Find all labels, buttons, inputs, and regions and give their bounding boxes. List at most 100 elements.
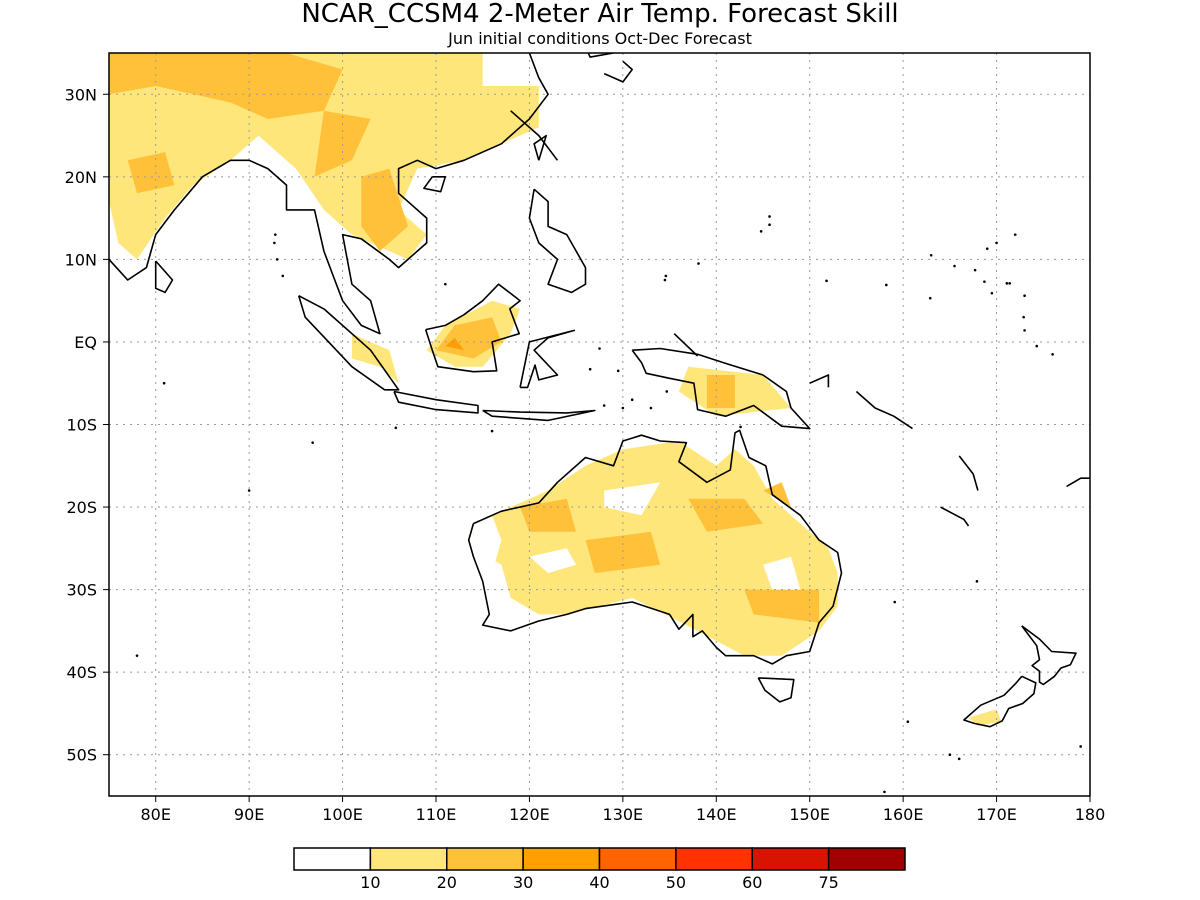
- lon-tick-label: 90E: [234, 805, 264, 824]
- skill-region-3: [361, 168, 408, 252]
- island-dot-4: [664, 274, 668, 278]
- coastline-2: [528, 188, 587, 294]
- map-title: NCAR_CCSM4 2-Meter Air Temp. Forecast Sk…: [301, 0, 898, 29]
- island-dot-47: [247, 489, 251, 492]
- island-dot-1: [768, 223, 771, 227]
- map-subtitle: Jun initial conditions Oct-Dec Forecast: [447, 29, 752, 48]
- island-dot-24: [273, 241, 276, 245]
- coastline-12: [757, 677, 795, 703]
- island-dot-27: [274, 233, 277, 236]
- island-dot-22: [929, 253, 933, 257]
- island-dot-44: [135, 654, 139, 657]
- island-dot-43: [883, 790, 886, 794]
- coastline-6: [393, 390, 479, 414]
- island-dot-32: [975, 580, 979, 583]
- colorbar-swatch-4: [598, 847, 677, 871]
- lon-tick-label: 100E: [322, 805, 363, 824]
- colorbar-swatch-7: [827, 847, 906, 871]
- island-dot-49: [957, 757, 961, 761]
- coastline-10: [631, 347, 811, 430]
- skill-region-15: [604, 482, 661, 516]
- lat-tick-label: 10N: [65, 250, 97, 269]
- island-dot-6: [825, 279, 828, 283]
- lon-tick-label: 160E: [883, 805, 924, 824]
- lon-tick-label: 150E: [789, 805, 830, 824]
- colorbar: 10 20 30 40 50 60 75: [293, 847, 906, 892]
- island-dot-11: [983, 280, 986, 283]
- island-dot-9: [1005, 282, 1009, 285]
- lat-tick-label: 30N: [65, 85, 97, 104]
- island-dot-25: [275, 258, 279, 261]
- lon-tick-label: 170E: [976, 805, 1017, 824]
- colorbar-swatch-2: [446, 847, 524, 871]
- skill-region-19: [744, 589, 820, 623]
- coastline-17: [603, 60, 634, 83]
- skill-region-1: [109, 53, 343, 119]
- coastline-8: [424, 283, 521, 373]
- coastline-19: [809, 374, 830, 388]
- skill-region-12: [473, 515, 502, 615]
- coastline-20: [855, 390, 913, 430]
- lon-tick-label: 80E: [140, 805, 170, 824]
- skill-region-4: [127, 152, 175, 194]
- island-dot-29: [311, 441, 314, 444]
- coastline-15: [510, 110, 559, 161]
- island-dot-19: [1023, 294, 1026, 298]
- island-dot-0: [768, 215, 771, 218]
- lat-tick-label: 20N: [65, 168, 97, 187]
- coastline-18: [673, 333, 699, 357]
- island-dot-10: [1008, 282, 1011, 285]
- skill-region-18: [688, 498, 763, 532]
- coastline-4: [154, 260, 174, 294]
- skill-region-8: [445, 337, 464, 351]
- lat-tick-label: 40S: [66, 663, 97, 682]
- skill-region-16: [520, 498, 577, 532]
- island-dot-7: [885, 283, 888, 287]
- colorbar-swatch-0: [293, 847, 372, 871]
- colorbar-label: 10: [360, 873, 380, 892]
- island-dot-38: [588, 367, 592, 371]
- island-dot-33: [649, 406, 653, 410]
- skill-region-2: [314, 110, 371, 177]
- colorbar-swatch-5: [675, 847, 753, 871]
- skill-region-13: [529, 548, 577, 574]
- island-dot-46: [162, 381, 166, 385]
- skill-region-10: [706, 375, 735, 408]
- coastline-13: [1021, 625, 1077, 686]
- lat-tick-label: EQ: [74, 333, 97, 352]
- skill-region-20: [763, 482, 791, 508]
- island-dot-8: [928, 296, 932, 300]
- island-dot-18: [1051, 353, 1054, 356]
- island-dot-50: [948, 753, 952, 757]
- skill-shading-layer: [109, 53, 1002, 726]
- skill-region-5: [351, 333, 399, 384]
- island-dot-30: [394, 426, 398, 430]
- island-dot-15: [1022, 315, 1025, 319]
- island-dot-45: [739, 425, 742, 429]
- coastline-7: [482, 409, 596, 422]
- colorbar-label: 30: [513, 873, 533, 892]
- lon-tick-label: 180: [1075, 805, 1106, 824]
- coastline-layer: [87, 53, 1090, 794]
- lat-tick-label: 50S: [66, 746, 97, 765]
- island-dot-35: [621, 406, 625, 410]
- skill-region-21: [968, 709, 1002, 726]
- colorbar-label: 75: [818, 873, 838, 892]
- lon-tick-label: 110E: [416, 805, 457, 824]
- coastline-23: [1066, 477, 1090, 488]
- colorbar-label: 50: [666, 873, 686, 892]
- island-dot-23: [1013, 233, 1017, 236]
- coastline-14: [963, 675, 1037, 728]
- island-dot-36: [630, 398, 634, 402]
- coastline-9: [519, 329, 576, 389]
- coastline-22: [940, 506, 970, 527]
- island-dot-5: [697, 262, 700, 265]
- coastline-1: [533, 134, 548, 161]
- colorbar-swatch-1: [369, 847, 448, 871]
- coastline-3: [423, 176, 447, 193]
- island-dot-17: [1035, 344, 1039, 348]
- island-dot-12: [973, 268, 977, 272]
- island-dot-39: [598, 347, 601, 350]
- colorbar-swatch-6: [751, 847, 830, 871]
- island-dot-28: [87, 401, 90, 404]
